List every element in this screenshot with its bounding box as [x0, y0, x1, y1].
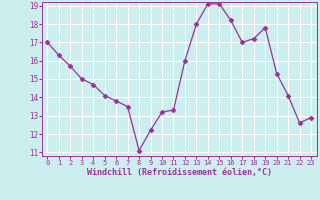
X-axis label: Windchill (Refroidissement éolien,°C): Windchill (Refroidissement éolien,°C) — [87, 168, 272, 177]
